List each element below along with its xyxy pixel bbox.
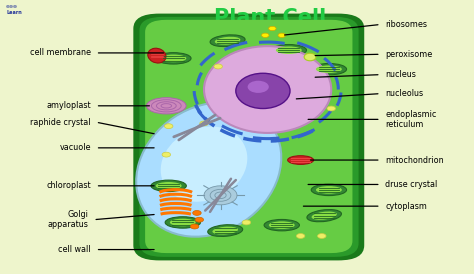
Ellipse shape — [304, 53, 316, 61]
Ellipse shape — [247, 81, 269, 93]
Ellipse shape — [236, 73, 290, 109]
Text: nucleus: nucleus — [385, 70, 416, 79]
Text: amyloplast: amyloplast — [46, 101, 91, 110]
Ellipse shape — [165, 217, 201, 228]
Ellipse shape — [136, 102, 281, 237]
FancyBboxPatch shape — [133, 14, 364, 260]
Ellipse shape — [327, 106, 336, 111]
Ellipse shape — [200, 121, 208, 126]
Ellipse shape — [264, 219, 300, 231]
Ellipse shape — [208, 225, 243, 236]
Ellipse shape — [296, 233, 305, 238]
Text: vacuole: vacuole — [59, 143, 91, 152]
Ellipse shape — [146, 98, 186, 114]
Ellipse shape — [318, 233, 326, 238]
Ellipse shape — [311, 212, 337, 220]
FancyBboxPatch shape — [139, 17, 358, 257]
Ellipse shape — [152, 100, 181, 112]
Text: mitochondrion: mitochondrion — [385, 156, 444, 165]
Ellipse shape — [269, 221, 295, 229]
Ellipse shape — [193, 210, 201, 215]
Ellipse shape — [316, 65, 342, 73]
Ellipse shape — [242, 220, 251, 225]
Ellipse shape — [148, 48, 166, 63]
Ellipse shape — [276, 46, 302, 54]
Text: chloroplast: chloroplast — [46, 181, 91, 190]
Ellipse shape — [262, 33, 269, 38]
Ellipse shape — [161, 104, 172, 108]
Ellipse shape — [269, 26, 276, 31]
Ellipse shape — [215, 37, 240, 45]
Text: Plant Cell: Plant Cell — [214, 8, 326, 28]
Text: druse crystal: druse crystal — [385, 180, 438, 189]
Ellipse shape — [195, 217, 203, 222]
Ellipse shape — [210, 189, 231, 201]
Ellipse shape — [311, 184, 346, 196]
Ellipse shape — [278, 33, 285, 38]
Text: Golgi
apparatus: Golgi apparatus — [48, 210, 89, 229]
Text: raphide crystal: raphide crystal — [30, 118, 91, 127]
Ellipse shape — [204, 46, 331, 133]
Text: peroxisome: peroxisome — [385, 50, 433, 59]
Ellipse shape — [156, 53, 191, 64]
Text: cell wall: cell wall — [58, 245, 91, 254]
Ellipse shape — [214, 64, 222, 69]
Ellipse shape — [170, 219, 196, 226]
Ellipse shape — [210, 35, 245, 47]
Ellipse shape — [215, 192, 226, 199]
Ellipse shape — [288, 156, 314, 164]
Ellipse shape — [161, 127, 247, 202]
Ellipse shape — [151, 180, 186, 192]
Text: cell membrane: cell membrane — [30, 48, 91, 58]
Ellipse shape — [156, 102, 176, 110]
Text: nucleolus: nucleolus — [385, 89, 424, 98]
Ellipse shape — [316, 186, 342, 194]
Text: ∞∞∞
Learn: ∞∞∞ Learn — [6, 4, 22, 15]
Ellipse shape — [160, 55, 186, 62]
Text: cytoplasm: cytoplasm — [385, 202, 427, 211]
Ellipse shape — [271, 44, 307, 56]
Text: endoplasmic
reticulum: endoplasmic reticulum — [385, 110, 437, 129]
FancyBboxPatch shape — [145, 20, 353, 253]
Ellipse shape — [162, 152, 171, 157]
Ellipse shape — [191, 224, 199, 229]
Ellipse shape — [164, 124, 173, 129]
Ellipse shape — [204, 186, 237, 205]
Text: ribosomes: ribosomes — [385, 20, 428, 29]
Ellipse shape — [156, 182, 182, 190]
Ellipse shape — [307, 210, 341, 222]
Ellipse shape — [311, 64, 346, 75]
Ellipse shape — [212, 227, 238, 235]
